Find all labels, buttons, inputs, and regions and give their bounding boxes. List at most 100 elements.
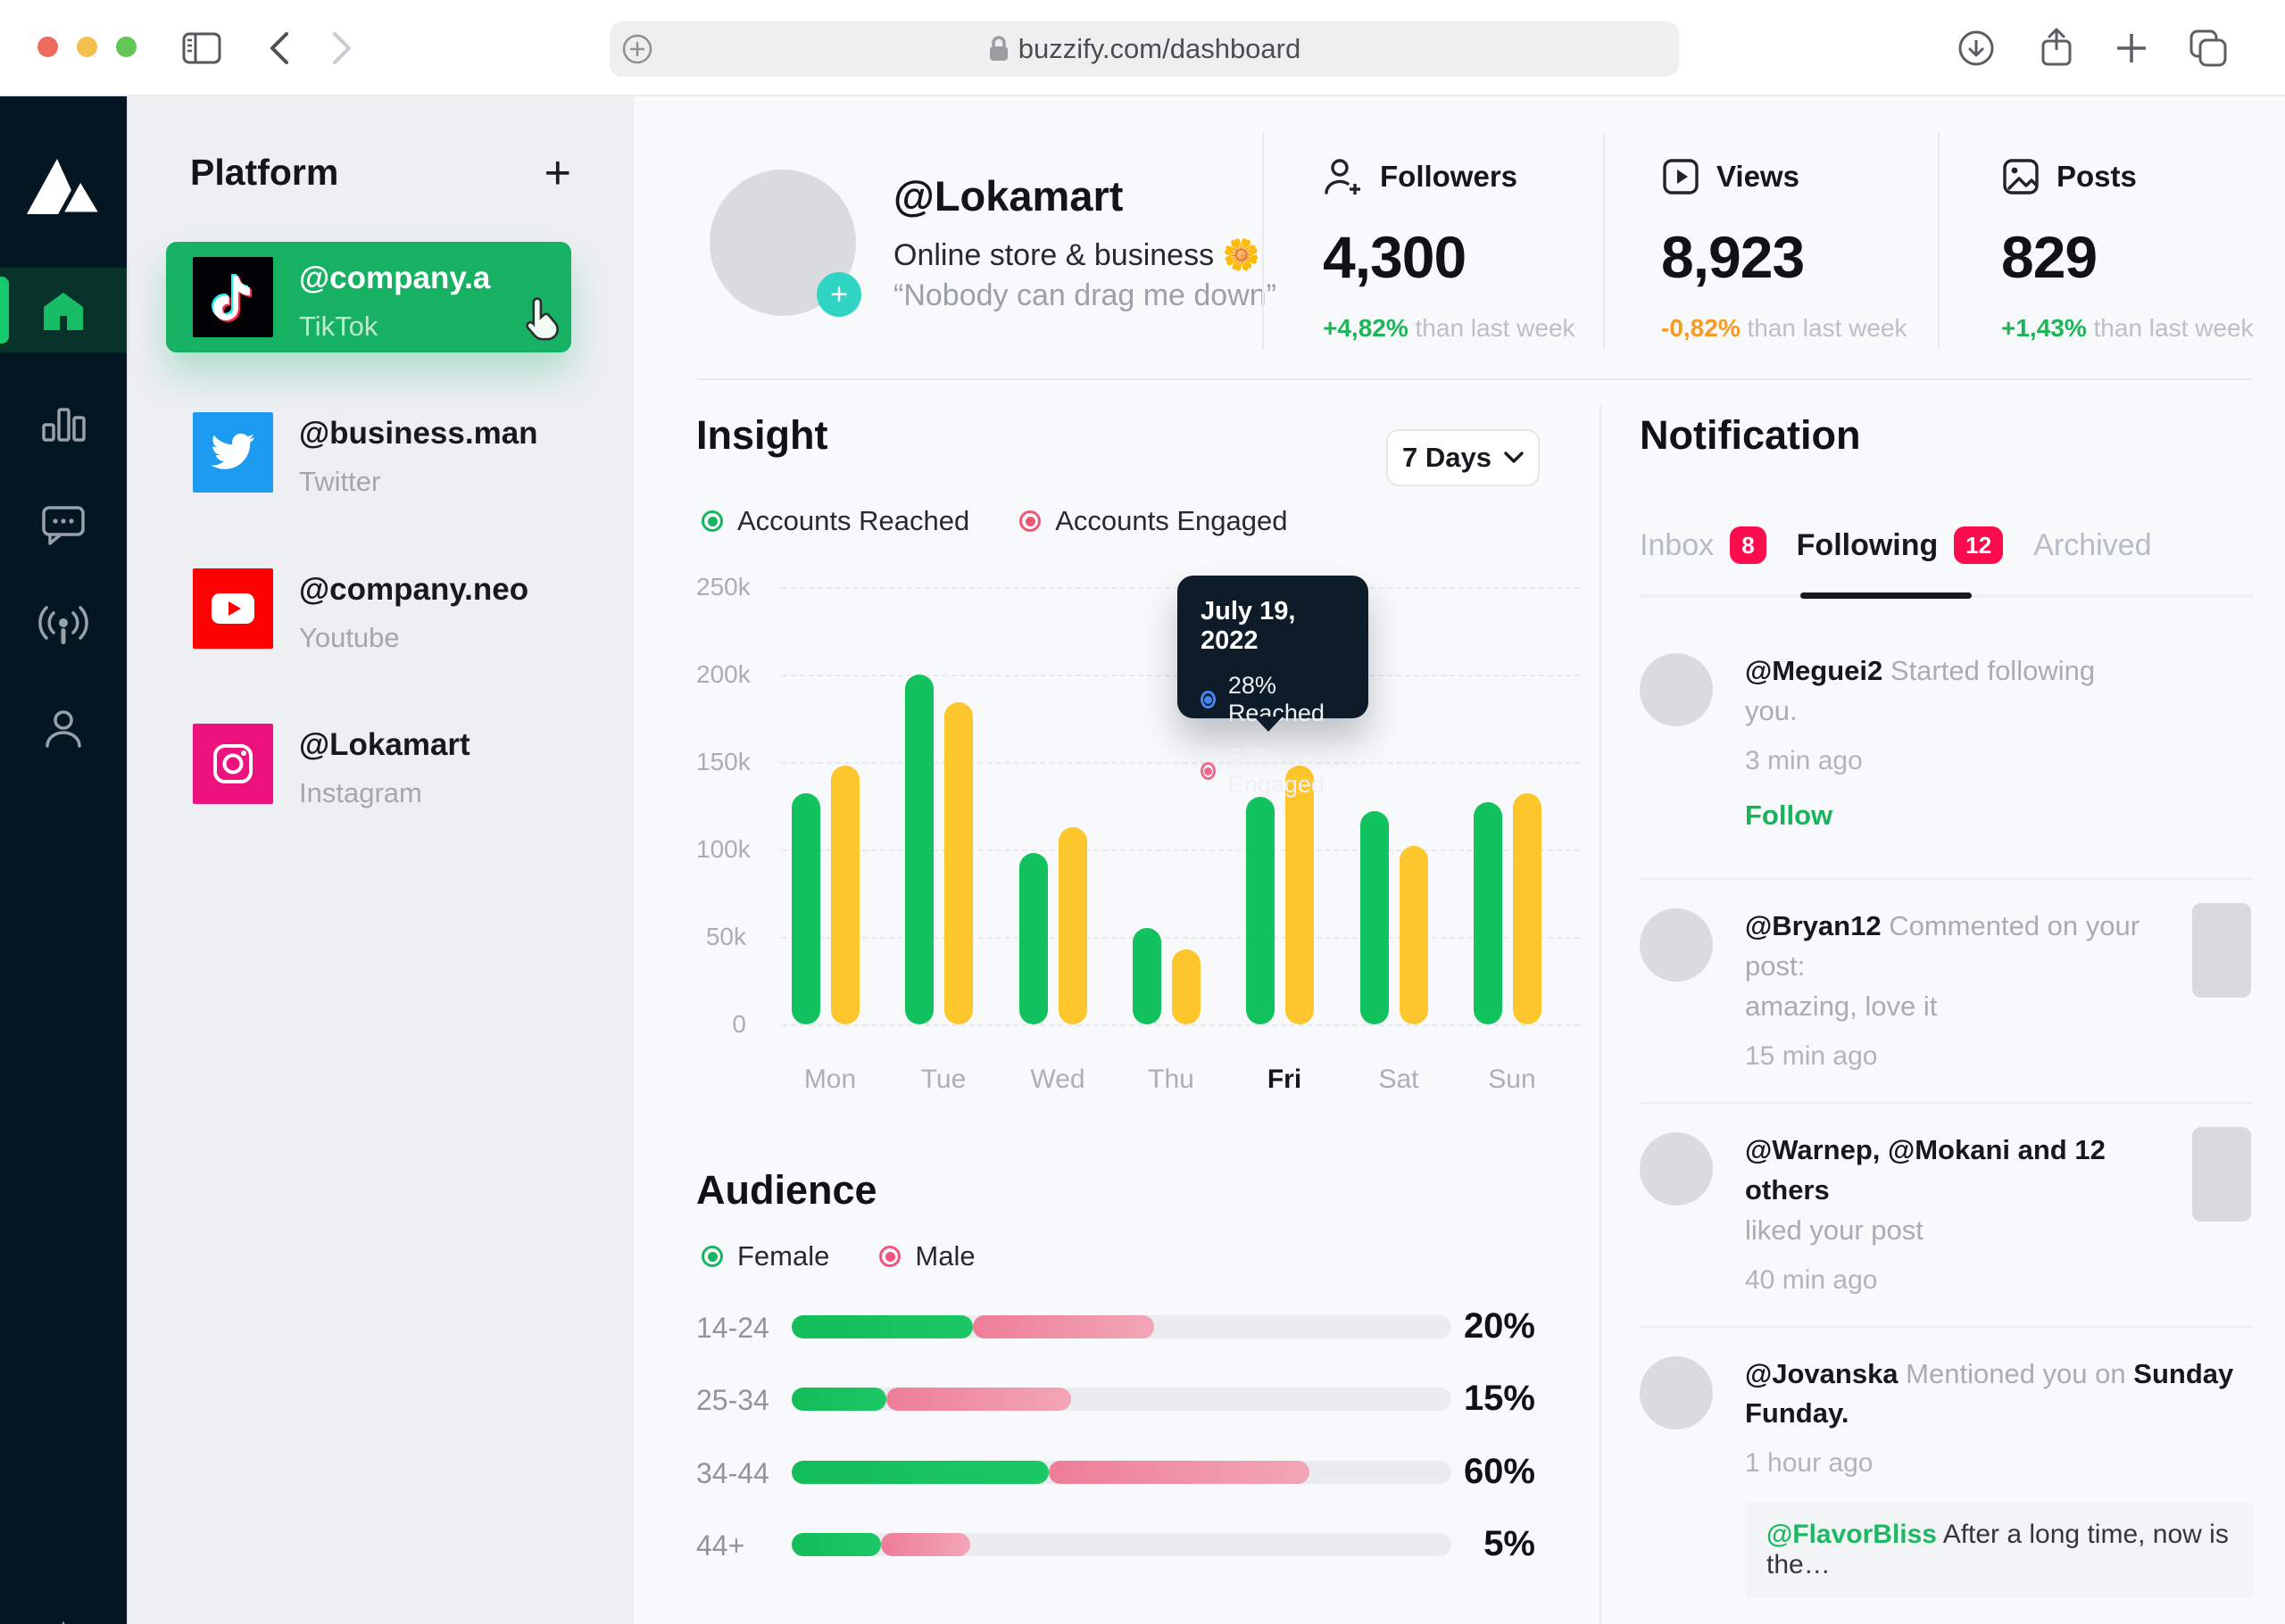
y-tick: 0 [732,1010,746,1038]
app-logo-mountain-icon[interactable] [20,143,107,220]
male-segment [880,1533,970,1556]
notification-item[interactable]: @Jovanska Mentioned you on Sunday Funday… [1640,1328,2253,1624]
mention-quote[interactable]: @FlavorBliss After a long time, now is t… [1745,1502,2253,1599]
insight-title: Insight [696,412,828,458]
audience-legend: Female Male [702,1240,976,1272]
female-legend-dot [702,1246,723,1267]
bar-engaged-sat[interactable] [1400,846,1428,1024]
stat-value: 4,300 [1323,224,1467,290]
stat-suffix: than last week [1747,314,1907,342]
notification-time: 15 min ago [1745,1040,1878,1071]
notification-item[interactable]: @Bryan12 Commented on your post: amazing,… [1640,880,2253,1104]
quote-user[interactable]: @FlavorBliss [1766,1520,1937,1550]
bar-engaged-sun[interactable] [1513,793,1541,1024]
account-handle: @Lokamart [299,727,470,762]
gridline [782,1024,1580,1026]
tooltip-engaged-text: 63% Engaged [1227,743,1325,798]
sidebar-item-profile[interactable] [0,685,127,770]
reader-plus-icon[interactable] [620,32,654,66]
sidebar-item-analytics[interactable] [0,380,127,465]
chart-tooltip: July 19, 2022 28% Reached 63% Engaged [1177,576,1368,798]
bar-reached-sat[interactable] [1360,811,1389,1024]
sidebar-item-broadcast[interactable] [0,584,127,668]
inbox-badge: 8 [1730,526,1766,564]
avatar [1640,907,1713,982]
notification-user[interactable]: @Jovanska [1745,1357,1899,1389]
chat-icon [42,505,85,545]
address-bar[interactable]: buzzify.com/dashboard [610,21,1679,77]
gridline [782,937,1580,939]
bar-reached-fri[interactable] [1246,797,1275,1024]
bar-engaged-tue[interactable] [944,702,973,1024]
share-icon[interactable] [2033,25,2080,71]
nav-rail [0,96,127,1624]
tooltip-engaged-dot [1201,762,1216,780]
platform-account-youtube[interactable]: @company.neo Youtube [193,568,528,654]
tooltip-reached-dot [1201,691,1216,708]
audience-track [792,1533,1451,1556]
close-window-button[interactable] [37,37,58,57]
avatar-add-badge[interactable]: + [817,272,861,317]
y-tick: 100k [696,835,751,863]
bar-engaged-wed[interactable] [1059,827,1087,1024]
notification-user[interactable]: @Warnep, @Mokani and 12 others [1745,1133,2106,1206]
female-segment [792,1461,1050,1484]
post-thumbnail[interactable] [2192,902,2251,998]
stat-suffix: than last week [1415,314,1575,342]
bar-reached-mon[interactable] [792,793,820,1024]
stat-delta: -0,82% [1661,314,1741,342]
period-value: 7 Days [1402,442,1491,473]
bar-engaged-mon[interactable] [831,766,860,1024]
back-icon[interactable] [255,25,302,71]
sidebar-item-messages[interactable] [0,482,127,567]
period-dropdown[interactable]: 7 Days [1386,429,1540,486]
account-platform: TikTok [299,311,378,342]
bar-engaged-fri[interactable] [1285,766,1314,1024]
platform-account-twitter[interactable]: @business.man Twitter [193,412,538,498]
notification-time: 1 hour ago [1745,1448,1874,1479]
forward-icon[interactable] [320,25,366,71]
sidebar-item-home[interactable] [0,268,127,352]
legend-label: Female [737,1240,830,1272]
follow-button[interactable]: Follow [1745,799,1833,831]
platform-account-tiktok-selected[interactable]: @company.a TikTok [166,242,571,352]
account-platform: Youtube [299,622,400,653]
audience-value: 5% [1483,1524,1535,1563]
profile-quote: “Nobody can drag me down” [893,278,1277,312]
minimize-window-button[interactable] [77,37,97,57]
home-icon [44,292,83,330]
stat-posts: Posts 829 +1,43% than last week [2001,157,2285,343]
stat-label: Followers [1380,160,1518,193]
image-icon [2003,159,2039,195]
notification-user[interactable]: @Meguei2 [1745,655,1883,686]
tab-following[interactable]: Following 12 [1797,526,2004,564]
account-platform: Twitter [299,466,381,497]
bar-reached-thu[interactable] [1133,928,1161,1024]
sidebar-toggle-icon[interactable] [179,25,225,71]
zoom-window-button[interactable] [116,37,137,57]
tab-inbox[interactable]: Inbox 8 [1640,526,1766,564]
downloads-icon[interactable] [1953,25,1999,71]
gear-icon [62,1620,65,1624]
platform-account-instagram[interactable]: @Lokamart Instagram [193,724,470,809]
add-platform-button[interactable]: + [544,146,571,199]
tab-archived[interactable]: Archived [2033,528,2151,563]
notification-item[interactable]: @Meguei2 Started following you. 3 min ag… [1640,625,2253,880]
tab-overview-icon[interactable] [2185,25,2231,71]
sidebar-item-settings[interactable] [0,1604,127,1624]
post-thumbnail[interactable] [2192,1126,2251,1222]
bar-engaged-thu[interactable] [1172,949,1201,1024]
bar-reached-tue[interactable] [905,675,934,1024]
stat-suffix: than last week [2093,314,2254,342]
new-tab-icon[interactable] [2108,25,2155,71]
tooltip-reached-text: 28% Reached [1227,672,1325,726]
bar-reached-sun[interactable] [1474,802,1502,1024]
notification-user[interactable]: @Bryan12 [1745,909,1882,941]
notification-item[interactable]: @Warnep, @Mokani and 12 others liked your… [1640,1104,2253,1328]
audience-row-44plus: 44+ 5% [696,1524,1598,1563]
x-label-fri: Fri [1267,1065,1302,1094]
stat-label: Views [1716,160,1799,193]
bar-reached-wed[interactable] [1019,853,1048,1024]
notification-time: 3 min ago [1745,745,1863,775]
